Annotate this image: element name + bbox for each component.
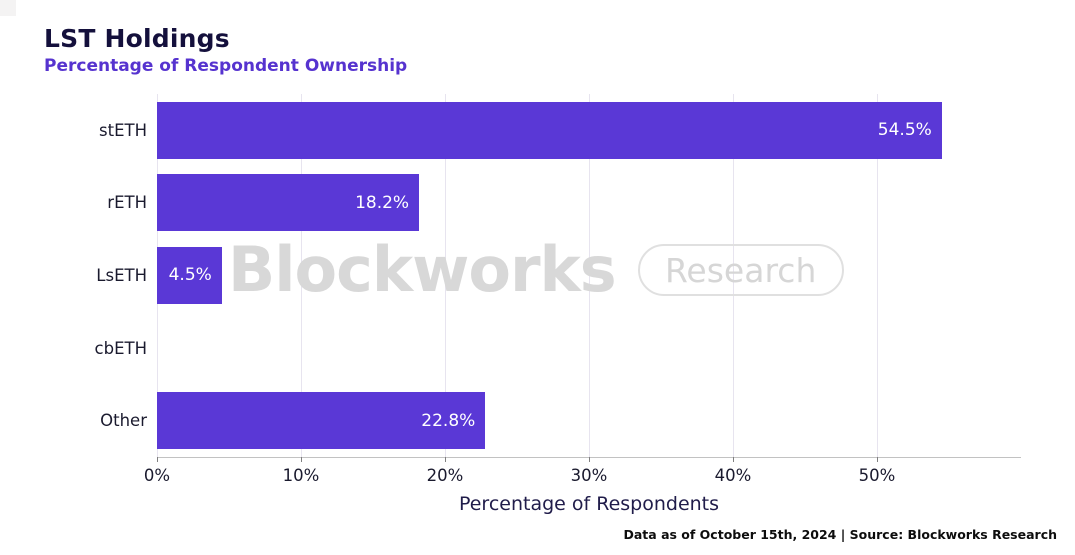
x-tick-label-50%: 50% [858, 466, 896, 485]
row-cbETH: cbETH [95, 312, 1021, 385]
x-tick-label-0%: 0% [143, 466, 171, 485]
x-tick-0% [157, 457, 158, 462]
x-tick-50% [877, 457, 878, 462]
source-attribution: Data as of October 15th, 2024 | Source: … [623, 527, 1058, 542]
x-tick-label-30%: 30% [570, 466, 608, 485]
category-label-cbETH: cbETH [94, 338, 147, 358]
x-tick-20% [444, 457, 446, 462]
bar-stETH: 54.5% [157, 101, 942, 159]
screenshot-corner-artifact [0, 0, 16, 16]
bar-rETH: 18.2% [157, 174, 420, 232]
row-rETH: rETH 18.2% [107, 167, 1021, 240]
category-label-LsETH: LsETH [96, 265, 147, 285]
row-Other: Other 22.8% [100, 384, 1021, 457]
x-tick-30% [589, 457, 590, 462]
category-label-stETH: stETH [99, 120, 147, 140]
x-tick-40% [732, 457, 734, 462]
category-label-Other: Other [100, 411, 147, 431]
bar-value-LsETH: 4.5% [168, 265, 212, 286]
row-LsETH: LsETH 4.5% [96, 239, 1021, 312]
x-tick-label-10%: 10% [282, 466, 320, 485]
x-tick-10% [300, 457, 302, 462]
gridline-30% [589, 94, 590, 457]
bar-LsETH: 4.5% [157, 246, 222, 304]
chart-title: LST Holdings [44, 24, 230, 53]
x-tick-label-20%: 20% [426, 466, 464, 485]
gridline-40% [732, 94, 734, 457]
plot-area: Percentage of Respondents 0% 10% 20% 30% 40%… [95, 94, 1021, 515]
bar-value-Other: 22.8% [421, 410, 476, 431]
x-tick-label-40%: 40% [714, 466, 752, 485]
row-stETH: stETH 54.5% [99, 94, 1021, 167]
bar-value-rETH: 18.2% [355, 192, 410, 213]
gridline-10% [300, 94, 302, 457]
chart-subtitle: Percentage of Respondent Ownership [44, 56, 408, 76]
category-label-rETH: rETH [107, 193, 147, 213]
bar-value-stETH: 54.5% [877, 120, 932, 141]
gridline-20% [444, 94, 446, 457]
bar-Other: 22.8% [157, 392, 486, 450]
x-axis-label: Percentage of Respondents [458, 493, 720, 515]
gridline-50% [877, 94, 878, 457]
